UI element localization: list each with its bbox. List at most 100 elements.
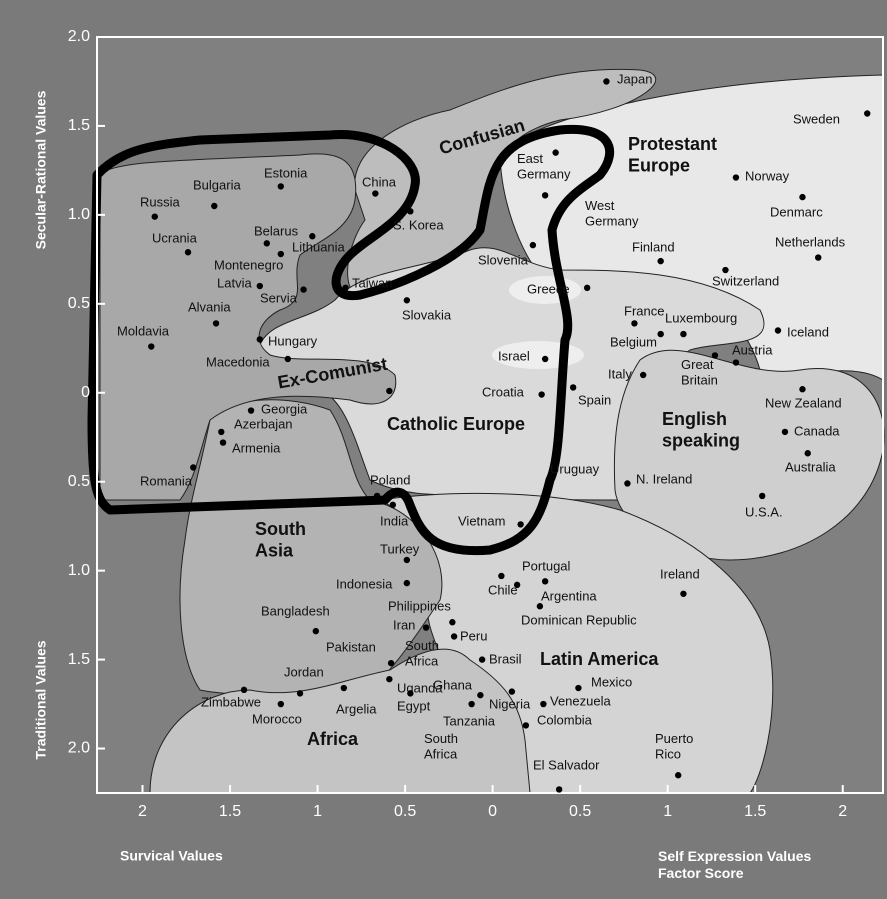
zone-label: Protestant Europe — [628, 134, 717, 176]
point-label: Netherlands — [775, 234, 846, 249]
point-label: Estonia — [264, 165, 308, 180]
point — [277, 183, 285, 190]
point — [732, 174, 740, 181]
point — [190, 464, 197, 471]
point — [541, 578, 549, 585]
point-label: Switzerland — [712, 273, 779, 288]
point — [312, 627, 320, 635]
point — [603, 78, 610, 85]
point — [552, 149, 559, 156]
point — [247, 407, 255, 414]
point — [554, 451, 561, 459]
region-english — [613, 349, 885, 561]
plot-frame — [96, 36, 884, 794]
point — [804, 450, 811, 457]
point-label: Philippines — [388, 598, 451, 613]
y-tick-label: 2.0 — [68, 28, 90, 45]
point-label: Lithuania — [292, 239, 346, 254]
point — [450, 633, 458, 640]
point-label: Nigeria — [489, 696, 531, 711]
point — [522, 722, 530, 729]
point — [468, 700, 475, 708]
point — [774, 327, 782, 334]
point — [218, 428, 225, 436]
y-tick-label: 0.5 — [68, 473, 90, 490]
point — [403, 556, 411, 564]
y-tick-label: 1.5 — [68, 651, 90, 668]
y-tick-label: 1.0 — [68, 562, 90, 579]
point — [477, 691, 484, 699]
point-label: Spain — [578, 392, 611, 407]
point-label: Luxembourg — [665, 310, 737, 325]
point — [372, 190, 379, 197]
point — [386, 387, 393, 395]
point — [569, 384, 577, 391]
point — [555, 786, 563, 793]
point — [403, 297, 411, 304]
point-label: Tanzania — [443, 713, 496, 728]
point-label: Japan — [617, 71, 652, 86]
point — [759, 492, 766, 500]
point — [211, 202, 218, 210]
point-label: U.S.A. — [745, 504, 783, 519]
point — [508, 688, 516, 695]
point — [799, 386, 806, 393]
point — [624, 480, 631, 487]
point-label: Montenegro — [214, 257, 283, 272]
point-label: Morocco — [252, 711, 302, 726]
point-label: Azerbajan — [234, 416, 293, 431]
point — [541, 355, 549, 363]
y-tick-label: 1.5 — [68, 117, 90, 134]
point — [449, 619, 456, 626]
x-tick-label: 1.5 — [219, 803, 241, 820]
point-label: Slovakia — [402, 307, 452, 322]
point-label: Iceland — [787, 324, 829, 339]
point-label: Slovenia — [478, 252, 529, 267]
point — [864, 110, 871, 117]
point — [284, 355, 292, 363]
point — [407, 208, 414, 215]
point — [403, 579, 411, 587]
x-tick-label: 1 — [663, 803, 672, 820]
point — [342, 284, 349, 292]
point-label: Italy — [608, 366, 632, 381]
annotation: Pakistan — [326, 639, 376, 654]
point-label: Greece — [527, 281, 570, 296]
region-africa — [149, 648, 531, 794]
x-axis-label-left: Survical Values — [120, 848, 223, 864]
point-label: China — [362, 174, 397, 189]
point-label: Moldavia — [117, 323, 170, 338]
point-label: Servia — [260, 290, 298, 305]
point — [389, 501, 397, 509]
x-tick-label: 0.5 — [569, 803, 591, 820]
zone-label: English speaking — [662, 409, 740, 451]
point-label: Puerto Rico — [655, 731, 693, 762]
point-label: Great Britain — [681, 357, 718, 388]
point-label: Turkey — [380, 541, 420, 556]
point-label: West Germany — [585, 198, 639, 229]
point-label: Dominican Republic — [521, 612, 637, 627]
point-label: Denmarc — [770, 204, 823, 219]
zone-label: South Asia — [255, 519, 306, 561]
annotation: South Africa — [424, 731, 458, 762]
point — [541, 192, 549, 199]
point — [340, 684, 348, 692]
point-label: Poland — [370, 472, 410, 487]
point-label: Macedonia — [206, 354, 270, 369]
point — [536, 603, 544, 610]
point — [407, 690, 414, 697]
region-south-asia — [179, 399, 443, 695]
point — [219, 439, 227, 446]
point — [240, 686, 248, 694]
point-label: Australia — [785, 459, 836, 474]
point — [309, 233, 316, 240]
point-label: Venezuela — [550, 693, 611, 708]
x-tick-label: 0 — [488, 803, 497, 820]
x-axis-label-right: Self Expression Values Factor Score — [658, 848, 812, 881]
point-label: Ireland — [660, 566, 700, 581]
point — [296, 690, 304, 697]
point — [277, 700, 285, 708]
point — [151, 213, 158, 220]
point-label: Indonesia — [336, 576, 393, 591]
